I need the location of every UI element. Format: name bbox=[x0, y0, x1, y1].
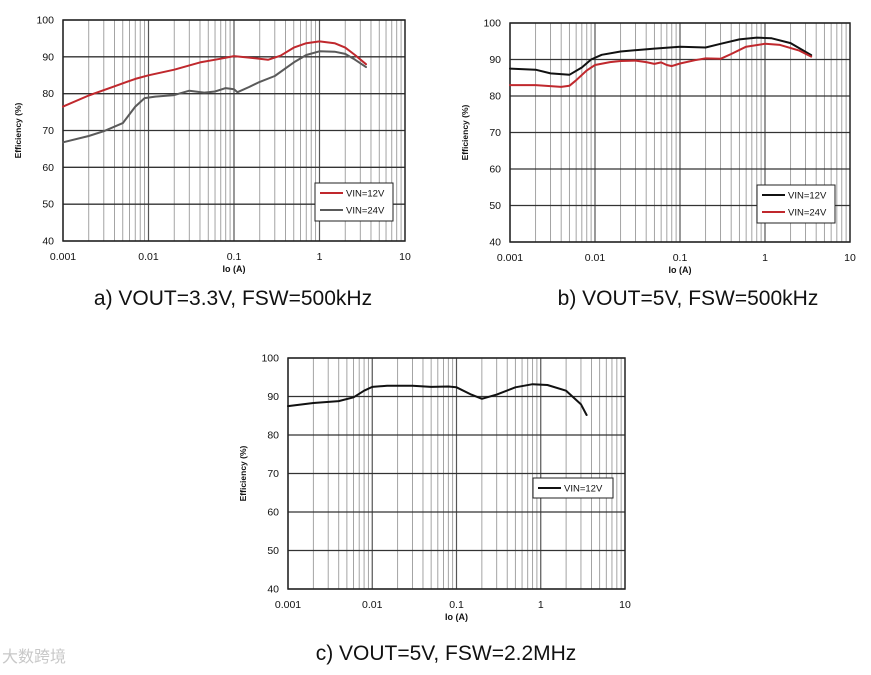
y-axis-label: Efficiency (%) bbox=[460, 104, 470, 160]
x-tick-label: 10 bbox=[399, 251, 411, 263]
x-tick-label: 0.001 bbox=[50, 251, 76, 263]
y-tick-label: 100 bbox=[483, 18, 501, 30]
y-tick-label: 40 bbox=[267, 584, 279, 596]
chart-panel-3: 40 50 60 70 80 90 100 0.001 0.01 0.1 1 10 Io (A) Effi… bbox=[238, 353, 631, 666]
chart-caption: b) VOUT=5V, FSW=500kHz bbox=[558, 287, 819, 310]
legend-label: VIN=24V bbox=[346, 206, 385, 217]
legend-label: VIN=12V bbox=[564, 484, 603, 495]
y-tick-label: 60 bbox=[489, 164, 501, 176]
y-tick-label: 90 bbox=[489, 54, 501, 66]
watermark-text: 大数跨境 bbox=[2, 647, 67, 666]
legend-box bbox=[532, 477, 614, 499]
y-tick-label: 80 bbox=[489, 91, 501, 103]
x-tick-label: 1 bbox=[538, 599, 544, 611]
y-tick-label: 70 bbox=[267, 468, 279, 480]
y-axis-label: Efficiency (%) bbox=[238, 445, 248, 501]
plot-frame bbox=[287, 357, 626, 590]
legend: VIN=12V VIN=24V bbox=[756, 184, 836, 224]
legend-label: VIN=24V bbox=[788, 208, 827, 219]
y-tick-label: 70 bbox=[42, 125, 54, 137]
x-tick-label: 10 bbox=[844, 252, 856, 264]
y-tick-label: 40 bbox=[42, 236, 54, 248]
y-tick-label: 90 bbox=[42, 51, 54, 63]
legend-label: VIN=12V bbox=[788, 191, 827, 202]
x-tick-label: 1 bbox=[317, 251, 323, 263]
grid-lines bbox=[287, 357, 625, 590]
y-tick-label: 40 bbox=[489, 237, 501, 249]
y-tick-label: 90 bbox=[267, 391, 279, 403]
x-tick-label: 0.01 bbox=[362, 599, 383, 611]
y-tick-label: 50 bbox=[489, 200, 501, 212]
y-tick-label: 80 bbox=[42, 88, 54, 100]
y-axis-label: Efficiency (%) bbox=[13, 102, 23, 158]
y-tick-label: 100 bbox=[36, 15, 54, 27]
legend-box bbox=[756, 184, 836, 224]
plot-frame bbox=[509, 22, 851, 243]
plot-frame bbox=[62, 19, 406, 242]
x-tick-label: 1 bbox=[762, 252, 768, 264]
x-tick-label: 0.1 bbox=[449, 599, 464, 611]
chart-caption: c) VOUT=5V, FSW=2.2MHz bbox=[316, 642, 577, 665]
y-tick-label: 50 bbox=[267, 545, 279, 557]
series-line-vin-12v bbox=[62, 40, 367, 108]
series-line-vin-12v bbox=[509, 36, 813, 76]
legend-label: VIN=12V bbox=[346, 189, 385, 200]
y-tick-label: 60 bbox=[267, 507, 279, 519]
legend-box bbox=[314, 182, 394, 222]
y-tick-label: 70 bbox=[489, 127, 501, 139]
chart-panel-1: 40 50 60 70 80 90 100 0.001 0.01 0.1 1 10 Io (A) Effi… bbox=[13, 15, 411, 311]
x-tick-label: 0.1 bbox=[227, 251, 242, 263]
x-axis-label: Io (A) bbox=[223, 264, 246, 274]
chart-caption: a) VOUT=3.3V, FSW=500kHz bbox=[94, 287, 372, 310]
y-tick-label: 100 bbox=[261, 353, 279, 365]
y-tick-label: 80 bbox=[267, 430, 279, 442]
x-tick-label: 0.1 bbox=[673, 252, 688, 264]
legend: VIN=12V VIN=24V bbox=[314, 182, 394, 222]
series-line-vin-12v bbox=[287, 383, 588, 416]
chart-panel-2: 40 50 60 70 80 90 100 0.001 0.01 0.1 1 10 Io (A) Effi… bbox=[460, 18, 856, 311]
series-line-vin-24v bbox=[509, 42, 813, 88]
y-tick-label: 60 bbox=[42, 162, 54, 174]
x-tick-label: 0.001 bbox=[497, 252, 523, 264]
x-tick-label: 0.01 bbox=[585, 252, 606, 264]
legend: VIN=12V bbox=[532, 477, 614, 499]
x-tick-label: 0.001 bbox=[275, 599, 301, 611]
x-tick-label: 10 bbox=[619, 599, 631, 611]
series-line-vin-24v bbox=[62, 50, 367, 144]
x-axis-label: Io (A) bbox=[445, 612, 468, 622]
x-axis-label: Io (A) bbox=[669, 265, 692, 275]
x-tick-label: 0.01 bbox=[138, 251, 159, 263]
y-tick-label: 50 bbox=[42, 199, 54, 211]
